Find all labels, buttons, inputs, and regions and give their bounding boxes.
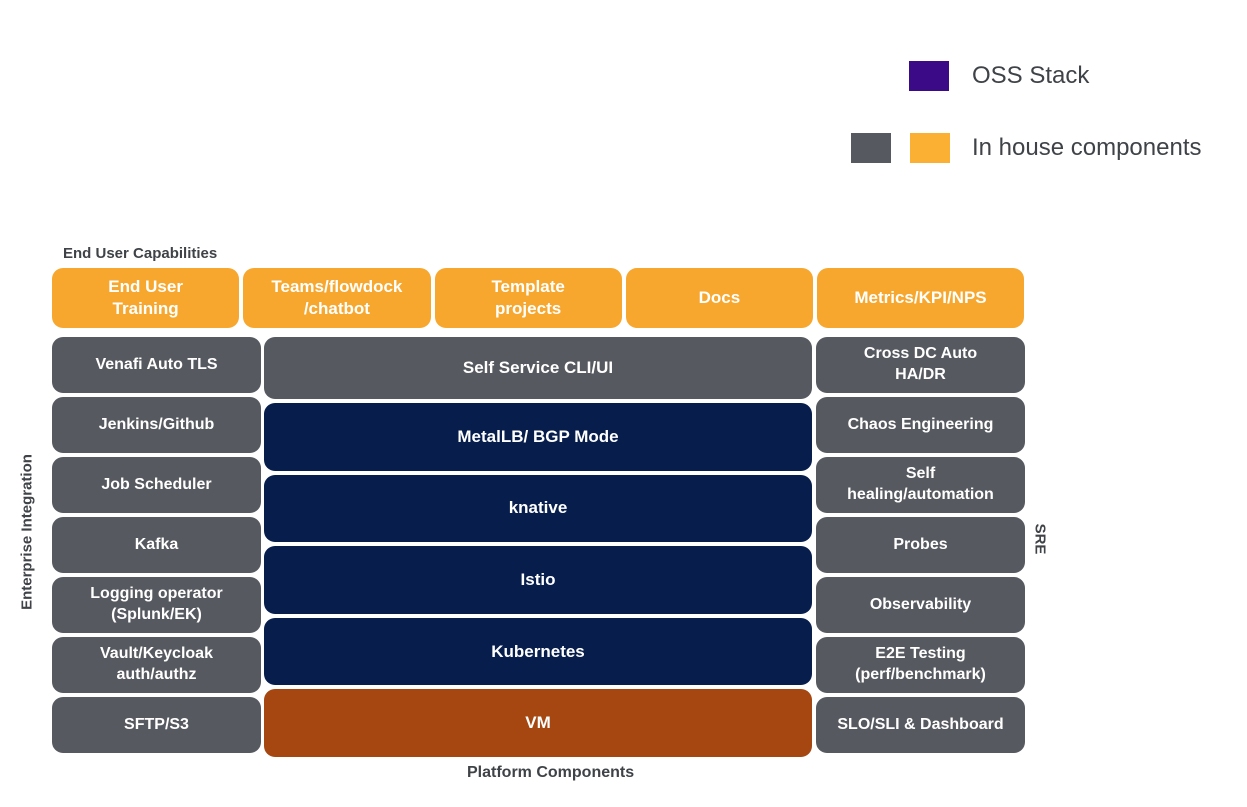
box-template-projects: Template projects bbox=[434, 268, 622, 328]
box-metallb-bgp-mode: MetalLB/ BGP Mode bbox=[264, 403, 812, 471]
box-job-scheduler: Job Scheduler bbox=[52, 457, 261, 513]
box-end-user-training: End User Training bbox=[52, 268, 240, 328]
end-user-capabilities-row: End User Training Teams/flowdock /chatbo… bbox=[52, 268, 1024, 328]
sre-column: Cross DC Auto HA/DR Chaos Engineering Se… bbox=[816, 337, 1025, 753]
box-docs: Docs bbox=[625, 268, 813, 328]
legend-row-oss: OSS Stack bbox=[909, 61, 1089, 91]
box-teams-flowdock-chatbot: Teams/flowdock /chatbot bbox=[243, 268, 431, 328]
box-logging-operator: Logging operator (Splunk/EK) bbox=[52, 577, 261, 633]
legend-label-oss: OSS Stack bbox=[972, 62, 1090, 89]
box-probes: Probes bbox=[816, 517, 1025, 573]
box-knative: knative bbox=[264, 474, 812, 543]
box-e2e-testing: E2E Testing (perf/benchmark) bbox=[816, 637, 1025, 693]
box-chaos-engineering: Chaos Engineering bbox=[816, 397, 1025, 453]
box-cross-dc-auto-ha-dr: Cross DC Auto HA/DR bbox=[816, 337, 1025, 393]
box-self-service-cli-ui: Self Service CLI/UI bbox=[264, 337, 812, 399]
box-self-healing-automation: Self healing/automation bbox=[816, 457, 1025, 513]
legend-row-inhouse: In house components bbox=[851, 133, 1202, 163]
legend-swatch-inhouse-orange bbox=[910, 133, 950, 163]
legend-label-inhouse: In house components bbox=[972, 134, 1202, 161]
box-istio: Istio bbox=[264, 546, 812, 614]
box-observability: Observability bbox=[816, 577, 1025, 633]
platform-components-column: Self Service CLI/UI MetalLB/ BGP Mode kn… bbox=[264, 337, 812, 757]
box-kubernetes: Kubernetes bbox=[264, 617, 812, 686]
box-kafka: Kafka bbox=[52, 517, 261, 573]
box-slo-sli-dashboard: SLO/SLI & Dashboard bbox=[816, 697, 1025, 753]
legend-swatch-inhouse-gray bbox=[851, 133, 891, 163]
section-label-platform-components: Platform Components bbox=[467, 764, 635, 781]
vertical-label-enterprise-integration: Enterprise Integration bbox=[18, 454, 36, 610]
enterprise-integration-column: Venafi Auto TLS Jenkins/Github Job Sched… bbox=[52, 337, 261, 753]
vertical-label-sre: SRE bbox=[1031, 523, 1049, 555]
section-label-end-user-capabilities: End User Capabilities bbox=[63, 245, 218, 262]
legend-swatch-oss bbox=[909, 61, 949, 91]
box-vm: VM bbox=[264, 689, 812, 757]
box-vault-keycloak: Vault/Keycloak auth/authz bbox=[52, 637, 261, 693]
box-metrics-kpi-nps: Metrics/KPI/NPS bbox=[817, 268, 1024, 328]
box-sftp-s3: SFTP/S3 bbox=[52, 697, 261, 753]
box-venafi-auto-tls: Venafi Auto TLS bbox=[52, 337, 261, 393]
box-jenkins-github: Jenkins/Github bbox=[52, 397, 261, 453]
